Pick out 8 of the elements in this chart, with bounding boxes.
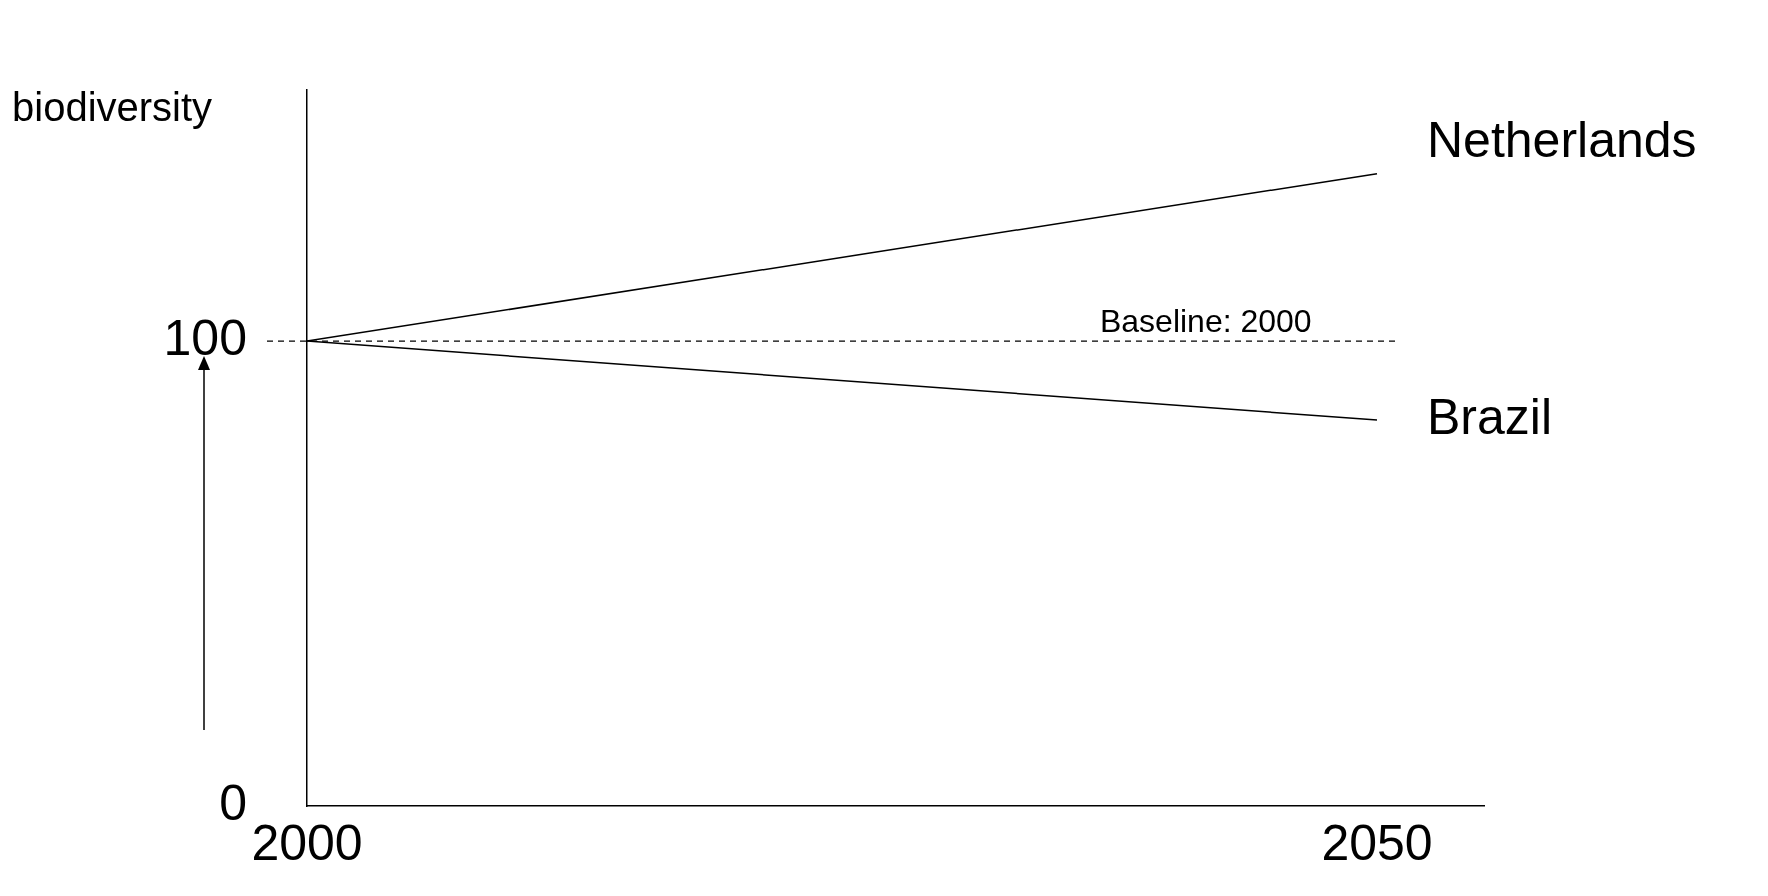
series-label: Brazil	[1427, 388, 1553, 445]
x-tick-label: 2000	[251, 814, 363, 871]
y-axis-title: biodiversity	[12, 85, 213, 130]
x-tick-label: 2050	[1321, 814, 1433, 871]
y-tick-label: 0	[219, 774, 247, 831]
annotation: Baseline: 2000	[1099, 302, 1312, 339]
series-label: Netherlands	[1427, 112, 1697, 169]
y-tick-label: 100	[163, 309, 247, 366]
